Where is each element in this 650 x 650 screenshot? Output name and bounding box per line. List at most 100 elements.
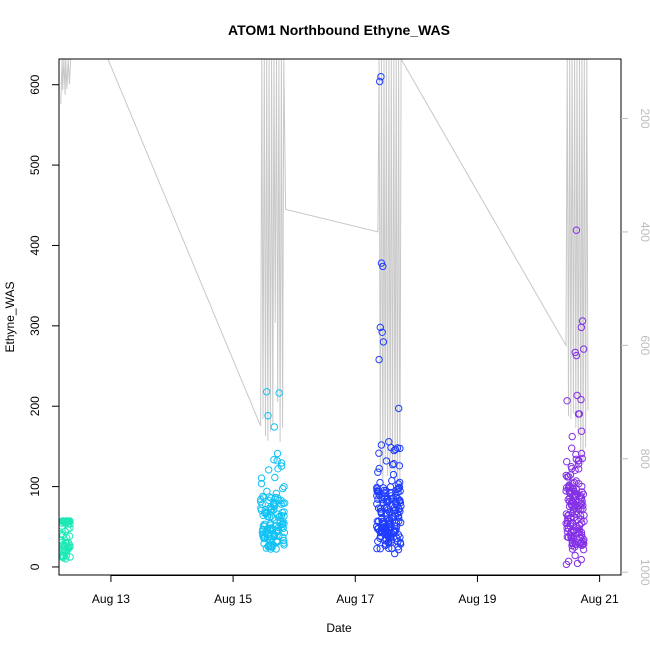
data-point-group-2	[270, 423, 278, 431]
data-point-group-3	[381, 489, 389, 497]
y-axis-label: Ethyne_WAS	[3, 282, 17, 353]
data-point-group-2	[278, 508, 286, 517]
data-point-group-3	[384, 532, 393, 540]
data-point-group-3	[388, 544, 396, 553]
data-point	[377, 259, 386, 267]
data-point-group-4	[568, 432, 576, 441]
y2-tick-label: 400	[638, 222, 650, 242]
data-point-group-3	[387, 495, 395, 503]
data-point-group-3	[376, 532, 385, 540]
data-point-group-2	[263, 487, 271, 495]
data-point-group-4	[574, 457, 582, 465]
data-point-group-3	[394, 484, 403, 492]
data-point	[577, 323, 585, 332]
data-point	[571, 348, 579, 357]
data-point-group-2	[280, 541, 288, 549]
data-point-group-3	[391, 445, 400, 454]
data-point-group-3	[373, 544, 381, 553]
data-point-group-4	[573, 391, 581, 400]
data-point-group-1	[64, 525, 72, 534]
data-point-group-2	[264, 412, 272, 420]
data-point-group-2	[279, 533, 287, 541]
data-point-group-4	[572, 455, 580, 463]
data-point-group-4	[571, 551, 579, 560]
data-point-group-2	[267, 505, 275, 514]
data-point-group-3	[374, 495, 382, 503]
data-point	[572, 351, 581, 360]
data-point-group-4	[562, 471, 570, 480]
data-point-group-2	[275, 389, 283, 397]
data-point-group-4	[577, 505, 585, 513]
data-point-group-4	[573, 559, 582, 568]
data-point-group-3	[397, 518, 405, 527]
data-point-group-2	[257, 479, 266, 488]
data-point-group-4	[565, 502, 574, 511]
right-axis-line	[60, 59, 589, 499]
data-point-group-2	[257, 504, 265, 512]
plot-area	[59, 59, 589, 569]
data-point-group-4	[565, 497, 574, 506]
data-point	[572, 226, 581, 234]
data-point-group-3	[373, 487, 381, 495]
y2-tick-label: 200	[638, 109, 650, 129]
data-point	[376, 323, 384, 332]
y-tick-label: 600	[28, 74, 42, 94]
plot-box	[58, 58, 622, 576]
data-point-group-3	[395, 404, 403, 413]
data-point-group-4	[562, 519, 570, 528]
y2-tick-label: 600	[638, 335, 650, 355]
data-point-group-3	[377, 509, 385, 518]
data-point	[376, 77, 384, 86]
data-point-group-4	[572, 492, 580, 500]
data-point-group-2	[273, 510, 282, 518]
data-point-group-4	[579, 545, 588, 554]
data-point-group-2	[266, 532, 274, 541]
data-point-group-4	[564, 495, 572, 504]
x-tick-label: Aug 17	[336, 592, 374, 606]
data-point-group-3	[389, 470, 398, 479]
data-point-group-4	[570, 532, 578, 540]
x-axis: Aug 13 Aug 15 Aug 17 Aug 19 Aug 21	[92, 575, 619, 606]
data-point-group-4	[563, 397, 571, 405]
y2-tick-label: 800	[638, 449, 650, 469]
data-point-group-2	[279, 524, 287, 532]
data-point-group-1	[63, 517, 72, 525]
data-point-group-4	[579, 490, 587, 498]
data-point-group-2	[273, 449, 282, 458]
data-point-group-2	[280, 536, 288, 545]
y-tick-label: 100	[28, 476, 42, 496]
x-tick-label: Aug 15	[214, 592, 252, 606]
data-point-group-2	[259, 532, 267, 540]
y-axis-right: 200 400 600 800 1000	[621, 109, 650, 586]
data-point-group-2	[277, 459, 286, 467]
data-point-group-2	[265, 466, 273, 474]
data-point-group-3	[391, 527, 400, 535]
data-point-group-2	[274, 523, 283, 532]
data-point-group-4	[577, 528, 586, 537]
data-point-group-3	[393, 444, 402, 452]
data-point-group-4	[570, 527, 578, 535]
y2-tick-label: 1000	[638, 559, 650, 586]
data-point	[379, 262, 387, 271]
x-tick-label: Aug 13	[92, 592, 130, 606]
y-tick-label: 0	[28, 563, 42, 570]
data-point	[580, 345, 588, 353]
data-point-group-1	[66, 524, 74, 532]
chart-title: ATOM1 Northbound Ethyne_WAS	[228, 22, 450, 38]
data-point-group-2	[270, 501, 279, 509]
data-point-group-3	[390, 460, 398, 468]
data-point-group-3	[385, 438, 393, 446]
data-point-group-3	[376, 478, 384, 487]
data-point-group-4	[563, 458, 571, 466]
data-point-group-2	[280, 528, 289, 537]
data-point-group-2	[272, 489, 280, 498]
data-point	[377, 73, 385, 81]
data-point-group-2	[277, 511, 286, 520]
data-point	[263, 388, 271, 396]
data-point-group-4	[574, 460, 583, 468]
data-point-group-4	[575, 480, 583, 488]
data-point-group-4	[564, 533, 573, 542]
y-axis-left: 0 100 200 300 400 500 600	[28, 74, 59, 570]
data-point-group-3	[379, 520, 388, 528]
data-point-group-4	[564, 512, 572, 520]
